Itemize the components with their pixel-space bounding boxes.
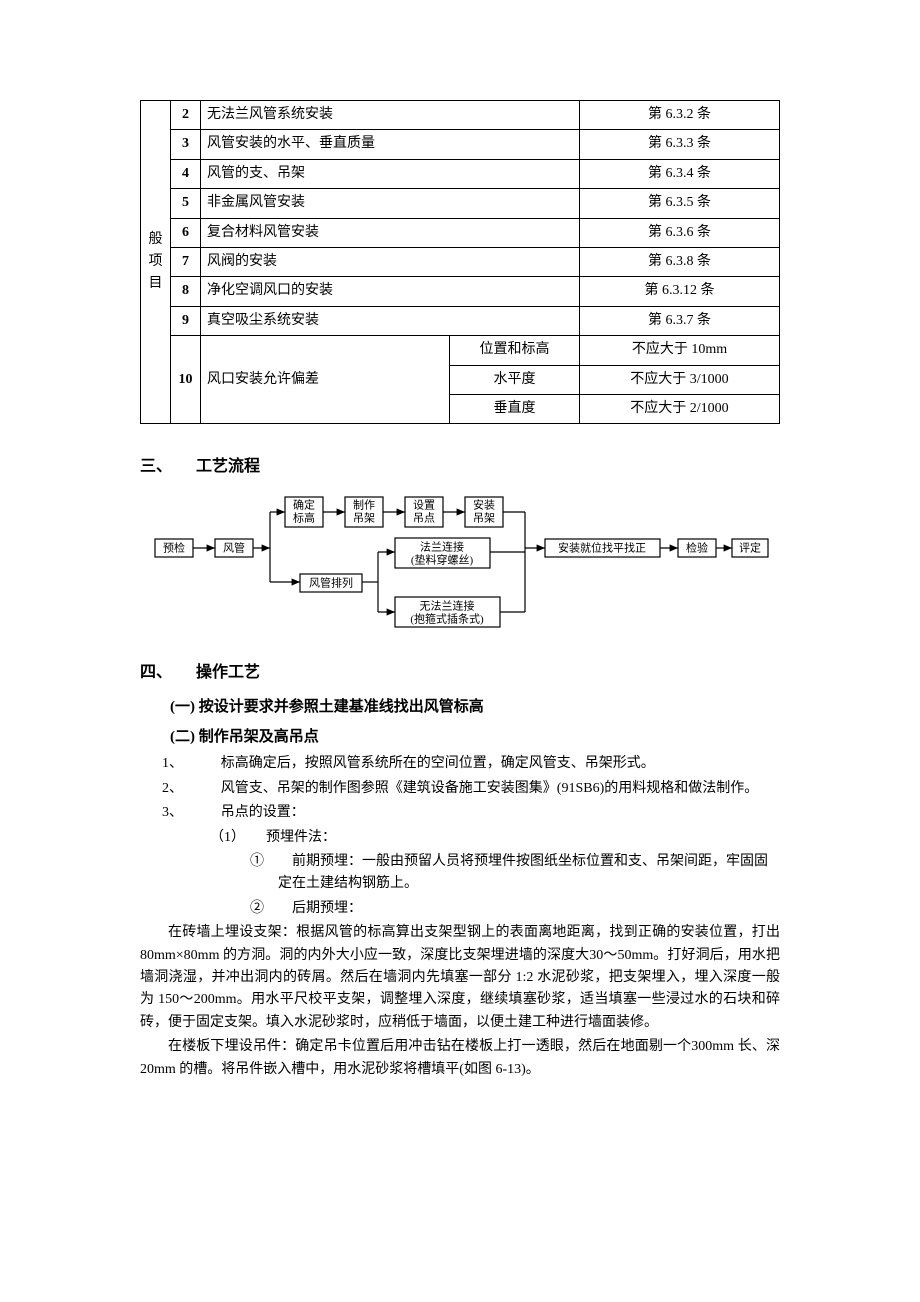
- sub-text: 预埋件法：: [266, 830, 336, 845]
- list-item: 2、风管支、吊架的制作图参照《建筑设备施工安装图集》(91SB6)的用料规格和做…: [190, 778, 780, 800]
- flow-node: 预检: [163, 540, 185, 554]
- sub-label: 位置和标高: [450, 336, 580, 365]
- flow-node: (抱箍式插条式): [410, 611, 484, 625]
- category-cell: 般项目: [141, 101, 171, 424]
- flow-node: 确定: [293, 497, 315, 511]
- flow-node: 设置: [413, 498, 435, 511]
- row-num: 9: [171, 306, 201, 335]
- flow-node: 标高: [293, 510, 315, 524]
- process-flowchart: 确定 标高 制作 吊架 设置 吊点 安装 吊架 预检 风管 风管排列 法兰连接 …: [150, 492, 770, 632]
- row-num: 6: [171, 218, 201, 247]
- flow-node: (垫料穿螺丝): [411, 552, 474, 566]
- list-item: 1、标高确定后，按照风管系统所在的空间位置，确定风管支、吊架形式。: [190, 753, 780, 775]
- flow-node: 无法兰连接: [420, 598, 475, 612]
- subsection-4-2: (二) 制作吊架及高吊点: [170, 725, 780, 749]
- row-desc: 风口安装允许偏差: [201, 336, 450, 424]
- sub-label: 垂直度: [450, 394, 580, 423]
- row-ref: 第 6.3.6 条: [580, 218, 780, 247]
- list-item: 3、吊点的设置： （1） 预埋件法： ① 前期预埋：一般由预留人员将预埋件按图纸…: [190, 802, 780, 920]
- row-num: 2: [171, 101, 201, 130]
- row-num: 7: [171, 247, 201, 276]
- flow-node: 吊架: [353, 511, 375, 524]
- row-desc: 复合材料风管安装: [201, 218, 580, 247]
- flow-node: 制作: [353, 498, 375, 511]
- flow-node: 风管排列: [309, 575, 353, 589]
- subsection-4-1: (一) 按设计要求并参照土建基准线找出风管标高: [170, 695, 780, 719]
- sub2-item: ① 前期预埋：一般由预留人员将预埋件按图纸坐标位置和支、吊架间距，牢固固定在土建…: [278, 851, 780, 896]
- row-desc: 真空吸尘系统安装: [201, 306, 580, 335]
- item-text: 风管支、吊架的制作图参照《建筑设备施工安装图集》(91SB6)的用料规格和做法制…: [221, 781, 758, 796]
- row-num: 4: [171, 159, 201, 188]
- row-num: 3: [171, 130, 201, 159]
- row-ref: 第 6.3.7 条: [580, 306, 780, 335]
- standards-table: 般项目 2 无法兰风管系统安装 第 6.3.2 条 3 风管安装的水平、垂直质量…: [140, 100, 780, 424]
- flow-node: 法兰连接: [420, 539, 464, 553]
- row-desc: 净化空调风口的安装: [201, 277, 580, 306]
- row-desc: 风管安装的水平、垂直质量: [201, 130, 580, 159]
- sub2-text: 后期预埋：: [292, 901, 362, 916]
- flow-node: 风管: [223, 540, 245, 554]
- flow-node: 安装: [473, 497, 495, 511]
- category-label: 般项目: [149, 232, 163, 292]
- paragraph: 在楼板下埋设吊件：确定吊卡位置后用冲击钻在楼板上打一透眼，然后在地面剔一个300…: [140, 1036, 780, 1081]
- flow-node: 安装就位找平找正: [558, 540, 646, 554]
- row-desc: 非金属风管安装: [201, 189, 580, 218]
- flow-node: 检验: [686, 540, 708, 554]
- row-ref: 第 6.3.2 条: [580, 101, 780, 130]
- sub-ref: 不应大于 3/1000: [580, 365, 780, 394]
- row-ref: 第 6.3.12 条: [580, 277, 780, 306]
- sub-ref: 不应大于 10mm: [580, 336, 780, 365]
- paragraph: 在砖墙上埋设支架：根据风管的标高算出支架型钢上的表面离地距离，找到正确的安装位置…: [140, 922, 780, 1034]
- section-4-title: 四、 操作工艺: [140, 660, 780, 686]
- item-text: 标高确定后，按照风管系统所在的空间位置，确定风管支、吊架形式。: [221, 756, 655, 771]
- row-ref: 第 6.3.4 条: [580, 159, 780, 188]
- row-num: 8: [171, 277, 201, 306]
- sub-ref: 不应大于 2/1000: [580, 394, 780, 423]
- flow-node: 吊架: [473, 511, 495, 524]
- row-desc: 无法兰风管系统安装: [201, 101, 580, 130]
- flow-node: 吊点: [413, 511, 435, 524]
- row-num: 10: [171, 336, 201, 424]
- sub-label: 水平度: [450, 365, 580, 394]
- row-desc: 风管的支、吊架: [201, 159, 580, 188]
- section-3-title: 三、 工艺流程: [140, 454, 780, 480]
- item-text: 吊点的设置：: [221, 805, 305, 820]
- flowchart-wrap: 确定 标高 制作 吊架 设置 吊点 安装 吊架 预检 风管 风管排列 法兰连接 …: [140, 492, 780, 632]
- procedure-list: 1、标高确定后，按照风管系统所在的空间位置，确定风管支、吊架形式。 2、风管支、…: [190, 753, 780, 920]
- sub2-item: ② 后期预埋：: [278, 898, 780, 920]
- flow-node: 评定: [739, 540, 761, 554]
- row-ref: 第 6.3.5 条: [580, 189, 780, 218]
- sub2-text: 前期预埋：一般由预留人员将预埋件按图纸坐标位置和支、吊架间距，牢固固定在土建结构…: [278, 854, 768, 891]
- row-desc: 风阀的安装: [201, 247, 580, 276]
- sub-item: （1） 预埋件法： ① 前期预埋：一般由预留人员将预埋件按图纸坐标位置和支、吊架…: [238, 827, 780, 921]
- row-num: 5: [171, 189, 201, 218]
- row-ref: 第 6.3.3 条: [580, 130, 780, 159]
- row-ref: 第 6.3.8 条: [580, 247, 780, 276]
